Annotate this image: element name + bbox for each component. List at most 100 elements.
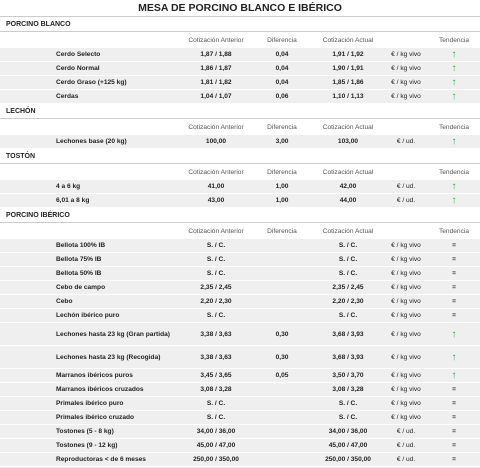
previous-price: 41,00 <box>180 180 252 194</box>
unit: € / kg vivo <box>384 89 428 104</box>
item-name: Cebo de campo <box>0 280 180 295</box>
column-header: Cotización Actual <box>312 31 384 48</box>
trend: ↑ <box>428 75 480 90</box>
item-name: Cerdo Graso (+125 kg) <box>0 75 180 90</box>
unit: € / kg vivo <box>384 345 428 369</box>
item-name: Tostones (9 - 12 kg) <box>0 438 180 453</box>
column-header: Diferencia <box>252 31 312 48</box>
trend: = <box>428 294 480 309</box>
section-title: PORCINO IBÉRICO <box>0 207 480 223</box>
current-price: 1,10 / 1,13 <box>312 89 384 104</box>
difference <box>252 452 312 467</box>
current-price: 3,50 / 3,70 <box>312 368 384 383</box>
trend: = <box>428 424 480 439</box>
unit: € / kg vivo <box>384 48 428 62</box>
previous-price: S. / C. <box>180 266 252 281</box>
data-row: Lechones hasta 23 kg (Gran partida) 3,38 … <box>0 322 480 346</box>
current-price: 1,90 / 1,91 <box>312 61 384 76</box>
data-row: 6,01 a 8 kg 43,00 1,00 44,00 € / ud. ↑ <box>0 193 480 208</box>
header-spacer <box>384 222 428 239</box>
data-row: Tostones (9 - 12 kg) 45,00 / 47,00 45,00 /… <box>0 438 480 453</box>
data-row: Bellota 50% IB S. / C. S. / C. € / kg vivo = <box>0 266 480 281</box>
previous-price: 3,08 / 3,28 <box>180 382 252 397</box>
previous-price: 34,00 / 36,00 <box>180 424 252 439</box>
unit: € / kg vivo <box>384 410 428 425</box>
previous-price: 43,00 <box>180 193 252 208</box>
item-name: Lechón ibérico puro <box>0 308 180 323</box>
unit: € / ud. <box>384 466 428 468</box>
unit: € / kg vivo <box>384 75 428 90</box>
difference: 1,00 <box>252 193 312 208</box>
section-title: LECHÓN <box>0 103 480 119</box>
current-price: 45,00 / 47,00 <box>312 438 384 453</box>
trend: = <box>428 239 480 253</box>
unit: € / kg vivo <box>384 322 428 346</box>
item-name: Bellota 75% IB <box>0 252 180 267</box>
header-spacer <box>384 163 428 180</box>
unit: € / kg vivo <box>384 280 428 295</box>
title: MESA DE PORCINO BLANCO E IBÉRICO <box>0 0 480 17</box>
difference: 0,06 <box>252 89 312 104</box>
header-spacer <box>0 222 180 239</box>
difference <box>252 308 312 323</box>
unit: € / ud. <box>384 424 428 439</box>
difference <box>252 424 312 439</box>
previous-price: 250,00 / 350,00 <box>180 452 252 467</box>
current-price: S. / C. <box>312 239 384 253</box>
data-row: Cebo 2,20 / 2,30 2,20 / 2,30 € / kg vivo = <box>0 294 480 309</box>
current-price: 350,00 / 400,00 <box>312 466 384 468</box>
previous-price: 45,00 / 47,00 <box>180 438 252 453</box>
column-header: Tendencia <box>428 222 480 239</box>
item-name: Reproductoras > de 6 meses <box>0 466 180 468</box>
table-body: PORCINO BLANCO Cotización Anterior Diferen… <box>0 17 480 468</box>
trend: ↑ <box>428 368 480 383</box>
header-row: Cotización Anterior Diferencia Cotización … <box>0 163 480 180</box>
unit: € / kg vivo <box>384 239 428 253</box>
difference <box>252 239 312 253</box>
trend: = <box>428 438 480 453</box>
unit: € / ud. <box>384 452 428 467</box>
current-price: S. / C. <box>312 410 384 425</box>
difference: 3,00 <box>252 135 312 149</box>
data-row: Marranos ibéricos cruzados 3,08 / 3,28 3,0… <box>0 382 480 397</box>
previous-price: S. / C. <box>180 239 252 253</box>
trend: = <box>428 452 480 467</box>
difference: 0,05 <box>252 368 312 383</box>
column-header: Diferencia <box>252 163 312 180</box>
column-header: Cotización Actual <box>312 163 384 180</box>
trend: = <box>428 396 480 411</box>
header-row: Cotización Anterior Diferencia Cotización … <box>0 222 480 239</box>
item-name: Bellota 100% IB <box>0 239 180 253</box>
trend: ↑ <box>428 345 480 369</box>
trend: ↑ <box>428 193 480 208</box>
difference: 0,04 <box>252 75 312 90</box>
section-row: PORCINO IBÉRICO <box>0 207 480 223</box>
data-row: Bellota 100% IB S. / C. S. / C. € / kg vivo… <box>0 239 480 253</box>
trend: ↑ <box>428 48 480 62</box>
data-row: Tostones (5 - 8 kg) 34,00 / 36,00 34,00 / … <box>0 424 480 439</box>
previous-price: 3,38 / 3,63 <box>180 345 252 369</box>
difference <box>252 280 312 295</box>
data-row: Reproductoras > de 6 meses 350,00 / 400,0… <box>0 466 480 468</box>
data-row: Primales ibérico puro S. / C. S. / C. € / k… <box>0 396 480 411</box>
previous-price: 3,45 / 3,65 <box>180 368 252 383</box>
trend: ↑ <box>428 180 480 194</box>
item-name: Cerdas <box>0 89 180 104</box>
data-row: Lechones hasta 23 kg (Recogida) 3,38 / 3,… <box>0 345 480 369</box>
trend: ↑ <box>428 322 480 346</box>
current-price: 3,08 / 3,28 <box>312 382 384 397</box>
current-price: 3,68 / 3,93 <box>312 322 384 346</box>
difference: 0,04 <box>252 48 312 62</box>
item-name: Lechones hasta 23 kg (Recogida) <box>0 345 180 369</box>
trend: ↑ <box>428 135 480 149</box>
item-name: Marranos ibéricos cruzados <box>0 382 180 397</box>
item-name: Tostones (5 - 8 kg) <box>0 424 180 439</box>
data-row: Cerdas 1,04 / 1,07 0,06 1,10 / 1,13 € / kg v… <box>0 89 480 104</box>
current-price: 1,85 / 1,86 <box>312 75 384 90</box>
difference: 1,00 <box>252 180 312 194</box>
column-header: Tendencia <box>428 163 480 180</box>
trend: = <box>428 382 480 397</box>
header-spacer <box>0 31 180 48</box>
item-name: Lechones hasta 23 kg (Gran partida) <box>0 322 180 346</box>
data-row: Lechones base (20 kg) 100,00 3,00 103,00 € /… <box>0 135 480 149</box>
